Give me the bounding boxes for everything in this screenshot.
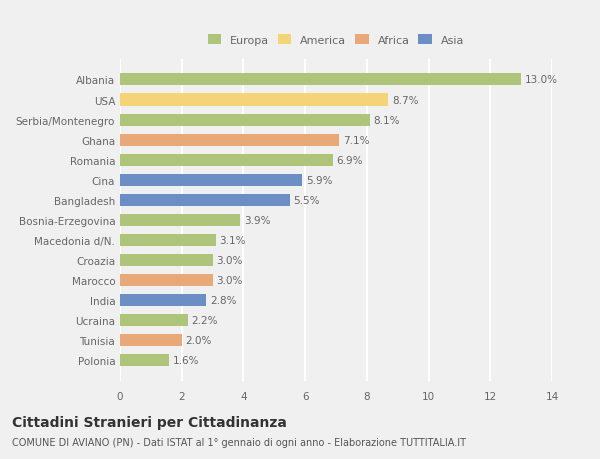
Text: 3.0%: 3.0% [216, 275, 242, 285]
Text: 3.9%: 3.9% [244, 215, 271, 225]
Bar [120, 174, 302, 186]
Text: 13.0%: 13.0% [525, 75, 558, 85]
Bar [120, 74, 521, 86]
Bar [120, 354, 169, 366]
Text: 6.9%: 6.9% [337, 155, 363, 165]
Text: Cittadini Stranieri per Cittadinanza: Cittadini Stranieri per Cittadinanza [12, 415, 287, 429]
Text: 3.0%: 3.0% [216, 255, 242, 265]
Text: 2.0%: 2.0% [185, 336, 212, 345]
Text: 8.1%: 8.1% [374, 115, 400, 125]
Bar [120, 274, 212, 286]
Bar [120, 294, 206, 306]
Text: 7.1%: 7.1% [343, 135, 369, 146]
Text: 5.5%: 5.5% [293, 196, 320, 205]
Bar [120, 254, 212, 266]
Bar [120, 235, 215, 246]
Text: COMUNE DI AVIANO (PN) - Dati ISTAT al 1° gennaio di ogni anno - Elaborazione TUT: COMUNE DI AVIANO (PN) - Dati ISTAT al 1°… [12, 437, 466, 447]
Legend: Europa, America, Africa, Asia: Europa, America, Africa, Asia [206, 33, 466, 48]
Bar [120, 154, 333, 166]
Text: 2.8%: 2.8% [210, 295, 236, 305]
Bar [120, 114, 370, 126]
Text: 8.7%: 8.7% [392, 95, 419, 105]
Text: 2.2%: 2.2% [191, 315, 218, 325]
Bar [120, 334, 182, 347]
Bar [120, 134, 339, 146]
Bar [120, 94, 388, 106]
Bar [120, 314, 188, 326]
Text: 1.6%: 1.6% [173, 355, 200, 365]
Bar [120, 194, 290, 206]
Bar [120, 214, 241, 226]
Text: 5.9%: 5.9% [306, 175, 332, 185]
Text: 3.1%: 3.1% [220, 235, 246, 245]
